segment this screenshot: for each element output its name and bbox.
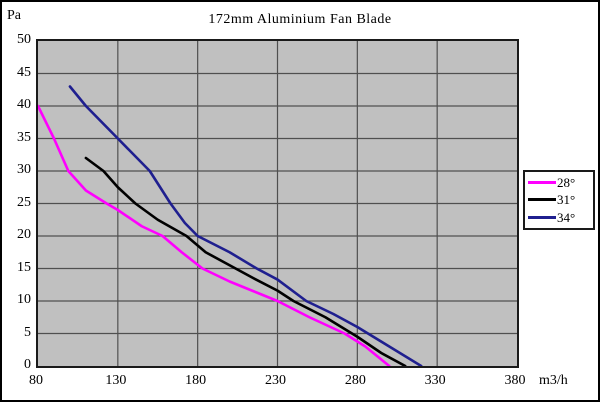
y-tick-label: 50 <box>17 32 31 47</box>
legend-line-swatch <box>528 198 556 202</box>
legend-line-swatch <box>528 215 556 219</box>
x-tick-label: 80 <box>29 373 43 388</box>
y-tick-label: 40 <box>17 97 31 112</box>
plot-area <box>36 39 519 368</box>
y-tick-label: 15 <box>17 259 31 275</box>
x-tick-label: 380 <box>504 373 526 388</box>
series-line-34° <box>68 85 423 366</box>
x-tick-label: 130 <box>105 373 127 388</box>
x-tick-label: 180 <box>185 373 207 388</box>
legend-label: 34° <box>557 209 576 225</box>
legend-label: 28° <box>557 175 576 191</box>
fan-curves-svg <box>38 41 517 366</box>
y-tick-label: 45 <box>17 64 31 80</box>
y-tick-label: 35 <box>17 129 31 145</box>
legend-item: 28° <box>528 175 590 190</box>
y-tick-label: 10 <box>17 292 31 307</box>
y-tick-label: 5 <box>24 324 31 340</box>
y-axis-unit-label: Pa <box>7 8 21 23</box>
x-tick-label: 330 <box>424 373 446 388</box>
y-tick-label: 30 <box>17 162 31 177</box>
y-tick-label: 0 <box>24 357 31 372</box>
x-axis-unit-label: m3/h <box>539 373 568 388</box>
y-tick-label: 25 <box>17 194 31 210</box>
legend-box: 28° 31° 34° <box>523 170 595 230</box>
legend-item: 34° <box>528 210 590 225</box>
chart-title: 172mm Aluminium Fan Blade <box>208 12 392 27</box>
legend-line-swatch <box>528 181 556 185</box>
series-line-31° <box>84 156 407 366</box>
legend-label: 31° <box>557 192 576 208</box>
legend-item: 31° <box>528 192 590 207</box>
y-tick-label: 20 <box>17 227 31 242</box>
series-line-28° <box>38 104 391 366</box>
x-tick-label: 280 <box>344 373 366 388</box>
x-tick-label: 230 <box>265 373 286 388</box>
